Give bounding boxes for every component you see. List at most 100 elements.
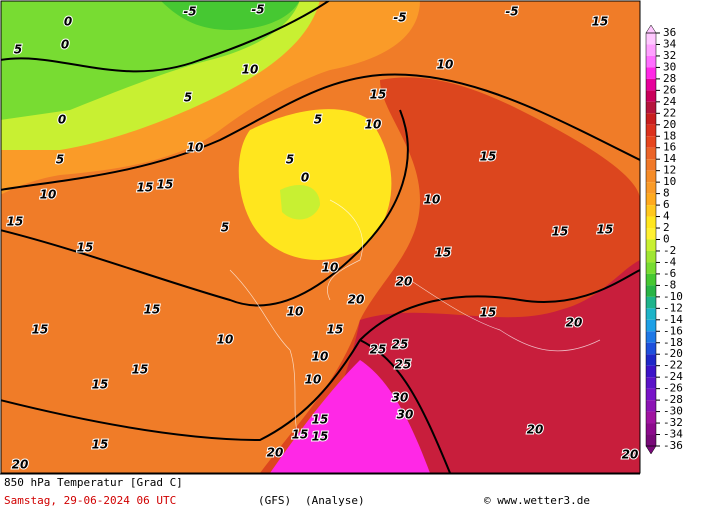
colorbar-label: -14 [663,313,683,326]
colorbar-label: -32 [663,416,683,429]
contour-label: 20 [527,423,544,437]
colorbar-segment [646,33,656,45]
colorbar-label: -18 [663,336,683,349]
colorbar-label: -10 [663,290,683,303]
coastlines [229,199,601,441]
contour-label: 30 [392,391,409,405]
colorbar-label: 22 [663,106,676,119]
colorbar-segment [646,67,656,79]
contour-label: 20 [566,316,583,330]
contour-label: 5 [286,153,294,167]
colorbar-segment [646,411,656,424]
colorbar-label: 2 [663,221,670,234]
colorbar-segment [646,101,656,114]
contour-label: 15 [312,430,329,444]
contour-label: 15 [592,15,609,29]
colorbar-segment [646,434,656,446]
region-mild [238,109,392,260]
colorbar-label: 34 [663,37,677,50]
colorbar-segment [646,388,656,401]
colorbar-segment [646,44,656,56]
colorbar-label: 32 [663,49,676,62]
colorbar-label: 8 [663,187,670,200]
region-colder [161,1,300,30]
colorbar-segment [646,170,656,183]
colorbar-segment [646,228,656,240]
colorbar-segment [646,124,656,137]
contour-label: 10 [312,350,329,364]
contour-label: 30 [397,408,414,422]
colorbar-segment [646,78,656,91]
region-cold [1,1,300,120]
contour-label: 15 [32,323,49,337]
colorbar-label: 16 [663,141,676,154]
colorbar-label: 12 [663,164,676,177]
contour-label: 0 [64,15,72,29]
colorbar-label: 36 [663,26,676,39]
map-frame [0,0,641,474]
colorbar-segment [646,239,656,251]
contour-label: 10 [187,141,204,155]
contour-label: -5 [393,11,406,25]
colorbar-cap-top [645,24,657,34]
colorbar-label: 4 [663,210,670,223]
contour-label: 5 [56,153,64,167]
colorbar-label: -20 [663,347,683,360]
colorbar: 363432302826242220181614121086420-2-4-6-… [645,24,683,455]
contour-label: 15 [137,181,154,195]
contour-label: 20 [622,448,639,462]
contour-label: 20 [12,458,29,472]
region-hottest [270,360,430,473]
colorbar-label: -6 [663,267,676,280]
colorbar-segment [646,147,656,160]
contour-label: 5 [314,113,322,127]
contour-label: 15 [92,378,109,392]
contour-label: 15 [312,413,329,427]
footer-model: (GFS) [258,494,291,507]
contour-label: -5 [505,5,518,19]
contour-label: 15 [292,428,309,442]
colorbar-label: 28 [663,72,676,85]
colorbar-label: -8 [663,278,676,291]
contour-label: 15 [597,223,614,237]
contour-label: 10 [322,261,339,275]
colorbar-label: 0 [663,233,670,246]
colorbar-cap-bottom [645,445,657,455]
contour-label: 25 [370,343,387,357]
contour-label: 10 [40,188,57,202]
contour-label: 15 [7,215,24,229]
colorbar-label: 18 [663,129,676,142]
colorbar-label: -12 [663,301,683,314]
colorbar-segment [646,285,656,297]
colorbar-segment [646,331,656,343]
colorbar-label: 6 [663,198,670,211]
contour-label: 10 [365,118,382,132]
contour-label: 0 [58,113,66,127]
colorbar-segment [646,377,656,389]
contour-label: 10 [305,373,322,387]
colorbar-label: 20 [663,118,676,131]
contour-label: 20 [348,293,365,307]
colorbar-segment [646,113,656,125]
colorbar-label: 30 [663,60,676,73]
footer-title: 850 hPa Temperatur [Grad C] [4,476,183,489]
colorbar-segment [646,354,656,366]
colorbar-label: -28 [663,393,683,406]
colorbar-segment [646,296,656,309]
contour-label: 15 [92,438,109,452]
colorbar-label: 10 [663,175,676,188]
colorbar-segment [646,250,656,263]
contour-label: -5 [251,3,264,17]
colorbar-segment [646,342,656,355]
contour-label: 0 [61,38,69,52]
colorbar-label: -36 [663,439,683,452]
colorbar-segment [646,136,656,148]
contour-label: 0 [301,171,309,185]
contour-label: 5 [14,43,22,57]
colorbar-label: -4 [663,255,677,268]
contour-label: 10 [437,58,454,72]
contour-label: 15 [157,178,174,192]
colorbar-segment [646,216,656,229]
colorbar-segment [646,55,656,68]
